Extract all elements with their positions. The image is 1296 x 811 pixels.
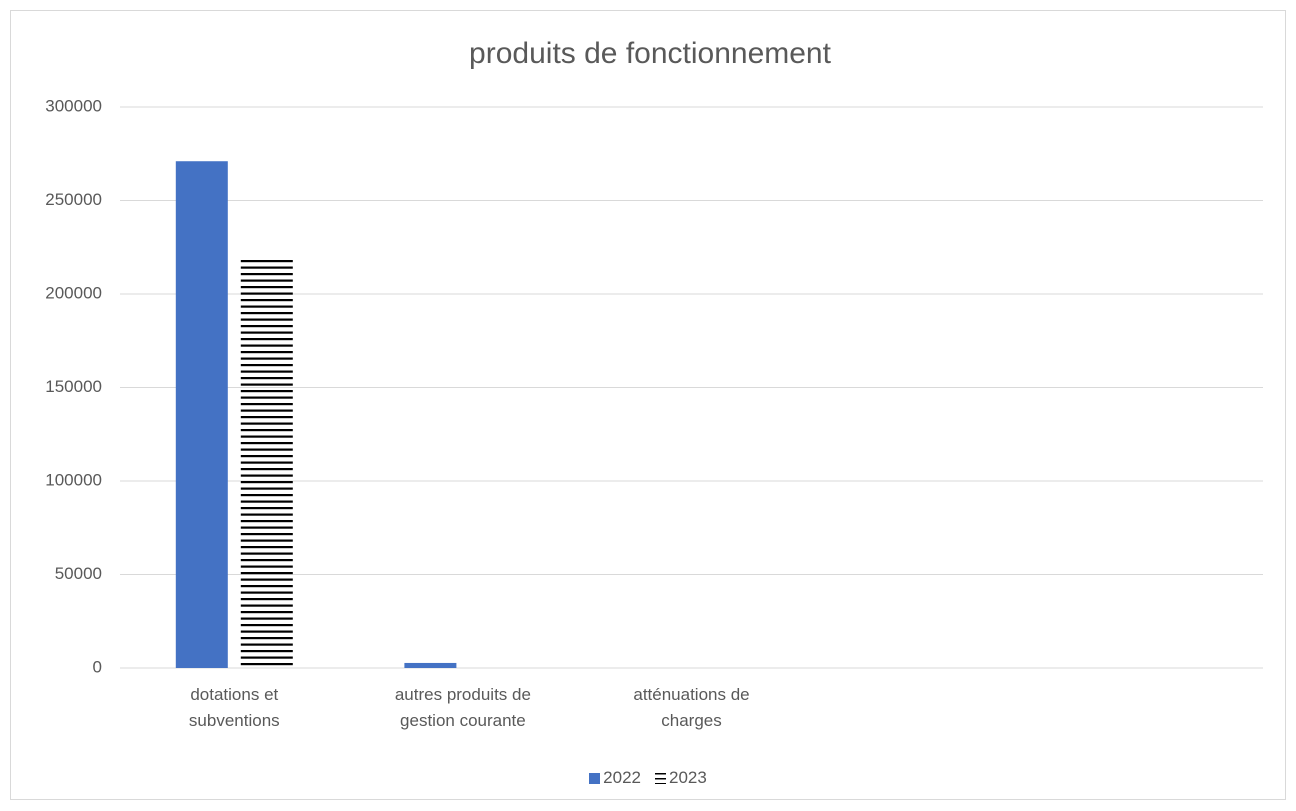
legend-item: 2022 <box>589 768 641 788</box>
legend-label: 2022 <box>603 768 641 787</box>
y-tick-label: 50000 <box>55 564 102 583</box>
legend-label: 2023 <box>669 768 707 787</box>
y-tick-label: 150000 <box>45 377 102 396</box>
y-tick-label: 300000 <box>45 96 102 115</box>
x-tick-label: autres produits de gestion courante <box>394 685 531 730</box>
x-tick-label: dotations et subventions <box>188 685 280 730</box>
x-tick-label: atténuations de charges <box>633 685 750 730</box>
y-tick-label: 100000 <box>45 470 102 489</box>
legend-item: 2023 <box>655 768 707 788</box>
y-tick-label: 250000 <box>45 190 102 209</box>
legend: 2022 2023 <box>0 768 1296 788</box>
legend-swatch <box>655 772 666 784</box>
bar <box>175 161 228 669</box>
legend-swatch <box>589 772 601 784</box>
bar <box>404 662 457 668</box>
bar <box>240 258 293 668</box>
chart-title: produits de fonctionnement <box>469 37 832 70</box>
y-tick-label: 0 <box>93 657 102 676</box>
y-tick-label: 200000 <box>45 283 102 302</box>
